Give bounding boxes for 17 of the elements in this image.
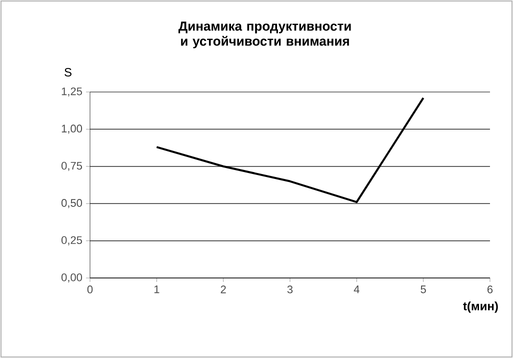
chart-title: Динамика продуктивности и устойчивости внимания [178, 22, 351, 48]
x-tick-label: 2 [220, 286, 226, 294]
y-tick-label: 0,50 [61, 199, 82, 208]
x-tick-label: 5 [420, 286, 426, 294]
y-axis-title: S [64, 68, 72, 76]
y-tick-label: 1,00 [62, 124, 82, 134]
y-tick-label: 1,25 [62, 87, 82, 97]
x-tick-label: 3 [287, 286, 293, 294]
y-tick-label: 0,00 [61, 273, 82, 283]
x-axis-title: t(мин) [463, 302, 498, 313]
y-tick-label: 0,75 [61, 162, 82, 171]
x-tick-label: 1 [154, 286, 160, 294]
x-tick-label: 4 [354, 286, 360, 294]
x-tick-label: 6 [488, 286, 493, 294]
y-tick-label: 0,25 [61, 236, 82, 246]
line-series [156, 96, 424, 204]
x-tick-label: 0 [87, 286, 93, 294]
